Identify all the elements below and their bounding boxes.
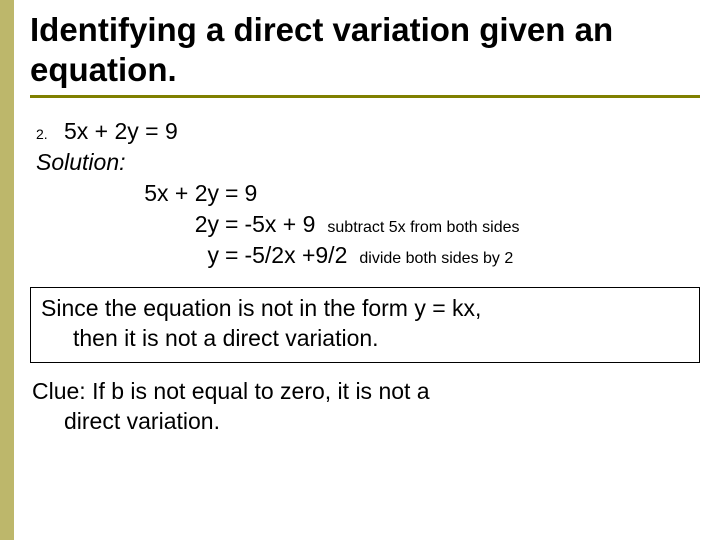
conclusion-box: Since the equation is not in the form y … xyxy=(30,287,700,363)
step-eq: = xyxy=(219,240,244,271)
bullet-number: 2. xyxy=(36,125,54,144)
problem-equation: 5x + 2y = 9 xyxy=(64,116,178,147)
step-row: 2y = -5x + 9 subtract 5x from both sides xyxy=(64,209,700,240)
step-right: 9 xyxy=(244,178,257,209)
solution-steps: 5x + 2y = 9 2y = -5x + 9 subtract 5x fro… xyxy=(36,178,700,271)
step-right: -5x + 9 xyxy=(244,209,315,240)
problem-row: 2. 5x + 2y = 9 xyxy=(36,116,700,147)
page-title: Identifying a direct variation given an … xyxy=(30,10,700,89)
accent-bar xyxy=(0,0,14,540)
boxed-line-1: Since the equation is not in the form y … xyxy=(41,295,481,321)
step-left: y xyxy=(64,240,219,271)
step-row: y = -5/2x +9/2 divide both sides by 2 xyxy=(64,240,700,271)
step-note: subtract 5x from both sides xyxy=(327,217,519,239)
clue-text: Clue: If b is not equal to zero, it is n… xyxy=(0,363,720,437)
step-eq: = xyxy=(219,178,244,209)
step-note: divide both sides by 2 xyxy=(359,248,513,270)
clue-line-2: direct variation. xyxy=(32,407,700,437)
step-left: 2y xyxy=(64,209,219,240)
step-right: -5/2x +9/2 xyxy=(244,240,347,271)
step-left: 5x + 2y xyxy=(64,178,219,209)
clue-line-1: Clue: If b is not equal to zero, it is n… xyxy=(32,378,430,404)
title-block: Identifying a direct variation given an … xyxy=(0,0,720,91)
boxed-line-2: then it is not a direct variation. xyxy=(41,324,689,354)
solution-label: Solution: xyxy=(36,147,700,178)
content-area: 2. 5x + 2y = 9 Solution: 5x + 2y = 9 2y … xyxy=(0,98,720,271)
step-eq: = xyxy=(219,209,244,240)
step-row: 5x + 2y = 9 xyxy=(64,178,700,209)
